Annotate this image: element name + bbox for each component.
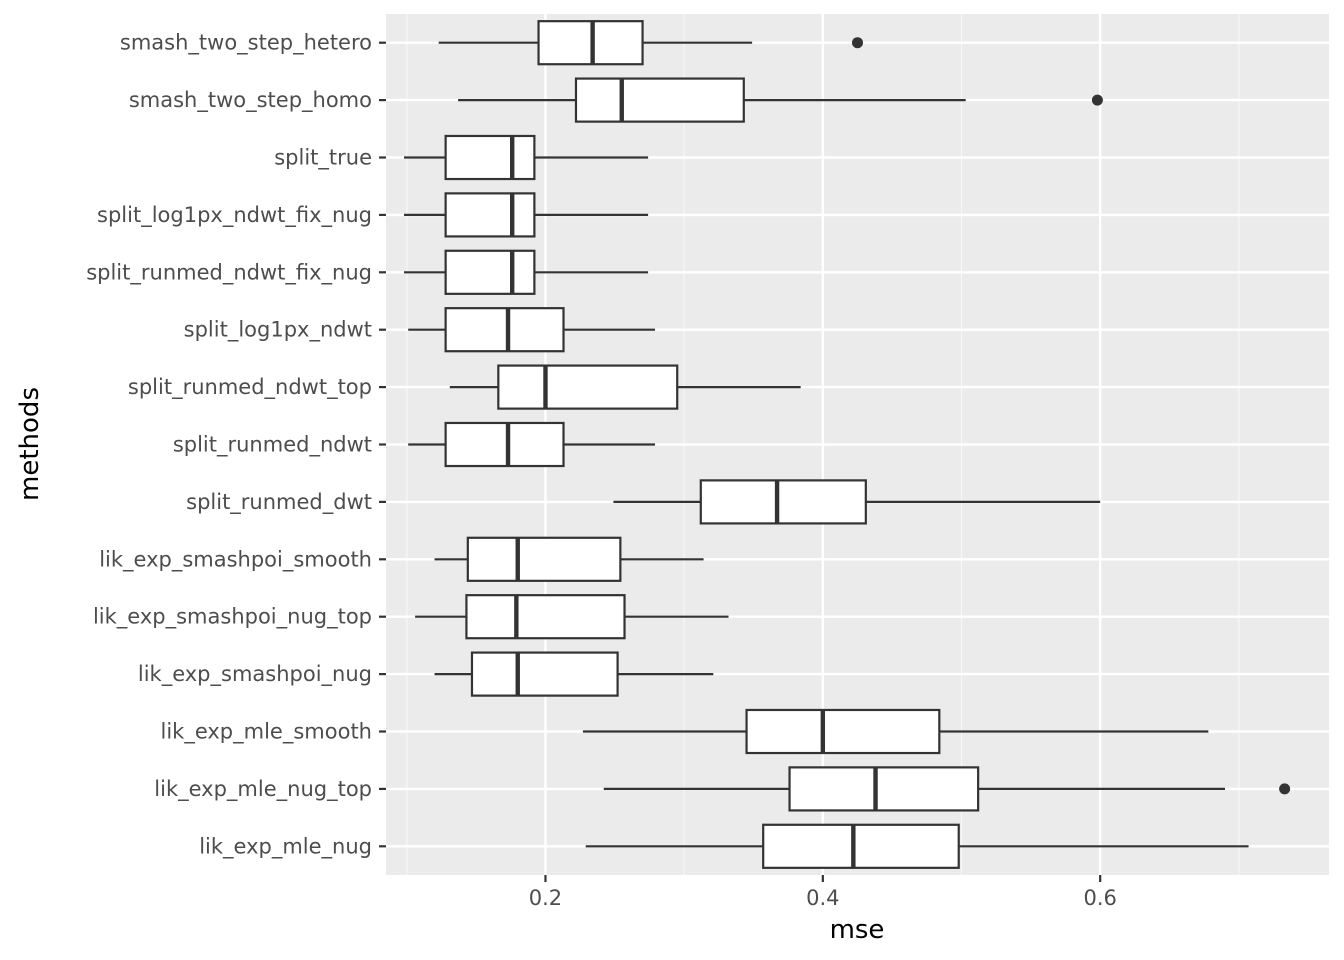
box-group [585, 823, 1249, 869]
y-tick-label: lik_exp_mle_nug_top [154, 777, 372, 802]
box-group [434, 536, 704, 582]
box-iqr [497, 364, 679, 410]
outlier-point [1279, 783, 1291, 795]
outlier-point [852, 37, 863, 49]
box-group [408, 307, 656, 353]
y-tick-label: split_runmed_ndwt_top [128, 375, 372, 400]
box-group [408, 421, 656, 468]
box-group [603, 766, 1291, 812]
box-iqr [444, 307, 565, 353]
x-tick-label: 0.4 [806, 886, 839, 910]
y-tick-label: split_log1px_ndwt [184, 318, 372, 343]
y-tick-label: split_runmed_dwt [186, 490, 372, 515]
y-tick-label: split_runmed_ndwt_fix_nug [86, 260, 372, 285]
box-group [415, 594, 729, 640]
box-iqr [762, 823, 960, 869]
box-iqr [470, 651, 619, 697]
y-tick-label: lik_exp_smashpoi_smooth [99, 547, 372, 572]
box-group [434, 651, 714, 697]
box-group [438, 20, 863, 66]
box-iqr [444, 249, 536, 295]
x-tick-label: 0.2 [529, 886, 562, 910]
x-axis: 0.2 0.4 0.6 [529, 875, 1117, 910]
box-iqr [745, 708, 941, 755]
box-group [404, 192, 649, 238]
y-axis-title: methods [15, 387, 45, 501]
outlier-point [1091, 94, 1103, 106]
box-iqr [444, 192, 536, 238]
y-tick-label: smash_two_step_hetero [120, 31, 372, 56]
box-iqr [444, 134, 536, 181]
y-tick-label: lik_exp_smashpoi_nug_top [93, 605, 372, 630]
x-tick-label: 0.6 [1083, 886, 1116, 910]
box-iqr [466, 536, 622, 582]
box-group [449, 364, 801, 410]
y-tick-label: lik_exp_smashpoi_nug [138, 662, 372, 687]
boxes-layer [404, 20, 1291, 869]
x-axis-title: mse [830, 915, 885, 945]
box-group [613, 479, 1101, 525]
box-group [582, 708, 1209, 755]
box-iqr [465, 594, 626, 640]
y-tick-label: split_log1px_ndwt_fix_nug [97, 203, 372, 228]
y-tick-label: lik_exp_mle_nug [199, 834, 372, 859]
y-tick-label: split_true [274, 146, 372, 171]
box-iqr [444, 421, 565, 468]
y-axis: smash_two_step_hetero smash_two_step_homo… [86, 31, 386, 859]
box-iqr [788, 766, 980, 812]
y-tick-label: smash_two_step_homo [129, 88, 372, 113]
y-tick-label: split_runmed_ndwt [173, 433, 372, 458]
box-group [458, 77, 1103, 123]
box-iqr [699, 479, 867, 525]
y-tick-label: lik_exp_mle_smooth [161, 720, 373, 745]
box-iqr [574, 77, 745, 123]
box-group [404, 134, 649, 181]
box-group [404, 249, 649, 295]
